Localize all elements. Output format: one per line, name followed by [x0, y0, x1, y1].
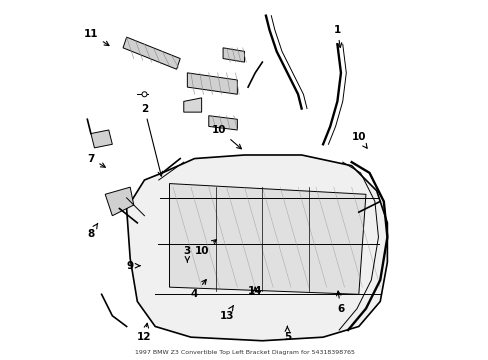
Text: 10: 10 [194, 240, 216, 256]
Text: 3: 3 [183, 247, 191, 262]
Text: 4: 4 [190, 280, 206, 299]
Text: 5: 5 [283, 327, 290, 342]
Text: 10: 10 [212, 125, 241, 149]
Polygon shape [105, 187, 134, 216]
PathPatch shape [126, 155, 386, 341]
Text: 10: 10 [351, 132, 366, 148]
Text: 2: 2 [141, 104, 162, 176]
Circle shape [142, 92, 147, 97]
Text: 8: 8 [87, 224, 98, 239]
Text: 1997 BMW Z3 Convertible Top Left Bracket Diagram for 54318398765: 1997 BMW Z3 Convertible Top Left Bracket… [134, 350, 354, 355]
Text: 1: 1 [333, 25, 341, 48]
Text: 14: 14 [247, 286, 262, 296]
Polygon shape [208, 116, 237, 130]
Polygon shape [91, 130, 112, 148]
Polygon shape [123, 37, 180, 69]
Text: 13: 13 [219, 306, 233, 321]
Text: 11: 11 [83, 28, 109, 46]
Text: 9: 9 [126, 261, 140, 271]
Polygon shape [187, 73, 237, 94]
Text: 12: 12 [137, 323, 151, 342]
Text: 7: 7 [87, 154, 105, 167]
PathPatch shape [169, 184, 365, 294]
Polygon shape [183, 98, 201, 112]
Text: 6: 6 [336, 291, 344, 314]
Polygon shape [223, 48, 244, 62]
